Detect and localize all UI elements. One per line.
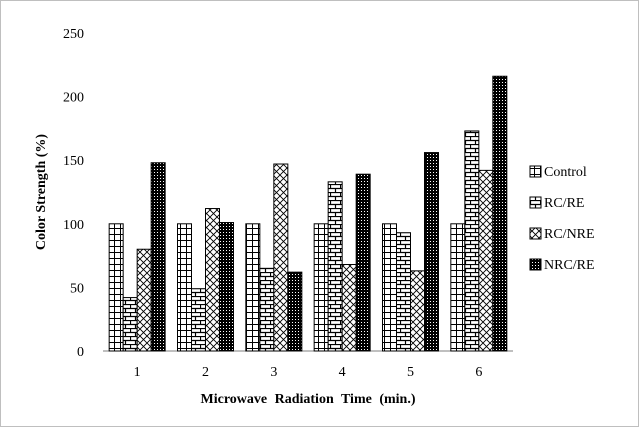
bar-control-1 [108,223,124,352]
legend-label: Control [544,165,587,180]
bars-group [108,75,508,352]
bar-nrc-re-2 [219,222,234,352]
bar-control-3 [245,223,261,352]
y-tick-labels: 0 50 100 150 200 250 [63,27,84,360]
x-tick-labels: 1 2 3 4 5 6 [134,365,483,380]
bar-rc-nre-3 [273,163,289,352]
bar-rc-nre-4 [341,264,357,352]
bar-rc-re-3 [259,267,275,352]
bar-rc-re-2 [191,288,206,352]
legend-label: RC/RE [544,196,584,211]
y-tick-label: 200 [63,91,84,106]
bar-control-2 [177,223,192,352]
legend-label: NRC/RE [544,258,595,273]
y-tick-label: 50 [70,281,84,296]
y-tick-label: 0 [77,345,84,360]
bar-rc-nre-5 [410,270,425,352]
bar-nrc-re-4 [355,173,371,352]
bar-rc-re-5 [396,232,411,352]
x-tick-label: 6 [475,365,482,380]
x-tick-label: 3 [270,365,277,380]
legend-swatch [529,165,542,178]
legend-swatch [529,227,542,240]
y-tick-label: 250 [63,27,84,42]
bar-control-6 [450,223,466,352]
y-tick-label: 150 [63,154,84,169]
legend: Control RC/RE RC/NRE NRC/RE [529,165,595,273]
legend-swatch [529,196,542,209]
x-axis-title: Microwave Radiation Time (min.) [201,392,416,407]
bar-nrc-re-3 [287,271,303,352]
x-tick-label: 4 [339,365,346,380]
x-tick-label: 2 [202,365,209,380]
x-tick-label: 5 [407,365,414,380]
bar-rc-re-4 [327,181,343,352]
bar-rc-nre-1 [136,248,152,352]
bar-nrc-re-1 [150,162,166,352]
bar-rc-re-6 [464,130,480,352]
x-tick-label: 1 [134,365,141,380]
bar-nrc-re-6 [492,75,508,352]
legend-label: RC/NRE [544,227,595,242]
bar-control-4 [313,223,329,352]
bar-rc-nre-6 [478,169,494,352]
legend-swatch [529,258,542,271]
bar-rc-re-1 [122,297,138,352]
bar-rc-nre-2 [205,208,220,352]
y-tick-label: 100 [63,218,84,233]
y-axis-title: Color Strength (%) [34,134,49,250]
bar-nrc-re-5 [424,152,439,352]
bar-control-5 [382,223,397,352]
